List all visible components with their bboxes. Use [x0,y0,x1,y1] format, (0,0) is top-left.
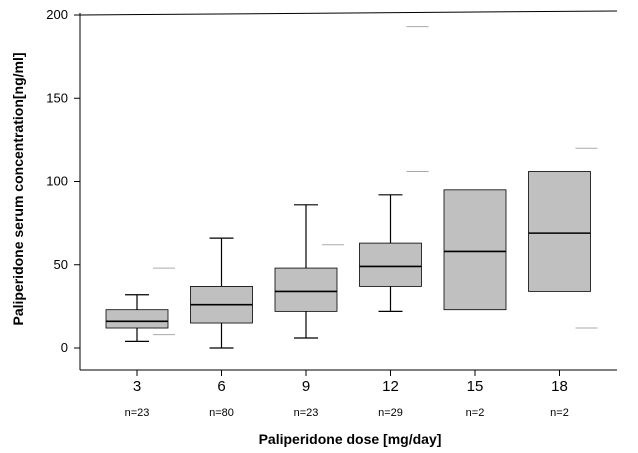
plot-frame [79,10,618,371]
box-group-15 [443,189,507,311]
y-tick-label: 150 [46,90,68,105]
x-tick-label: 3 [133,378,141,395]
sample-size-label: n=2 [550,407,569,419]
sample-size-label: n=23 [294,407,319,419]
box-iqr [359,242,422,287]
x-axis-title: Paliperidone dose [mg/day] [259,431,442,447]
x-tick-label: 12 [382,378,399,395]
x-tick-label: 9 [302,378,310,395]
box-group-12 [359,26,429,312]
y-axis-title: Paliperidone serum concentration[ng/ml] [10,52,26,325]
box-group-9 [274,204,344,339]
x-tick-label: 18 [551,378,568,395]
sample-size-label: n=80 [209,407,234,419]
y-tick-label: 0 [61,340,68,355]
x-tick-label: 15 [467,378,484,395]
sample-size-label: n=2 [466,407,485,419]
y-axis: 0 50 100 150 200 [46,7,80,355]
box-series [105,26,598,349]
top-border-line [79,10,618,16]
y-tick-label: 100 [46,174,68,189]
sample-size-label: n=23 [125,407,150,419]
box-group-6 [190,237,253,349]
x-tick-label: 6 [217,378,225,395]
box-iqr [443,189,507,311]
y-tick-label: 50 [54,257,68,272]
box-iqr [105,309,169,329]
x-axis: 3 n=23 6 n=80 9 n=23 12 n=29 15 n=2 18 n=2 [125,370,569,419]
box-group-18 [528,147,598,329]
y-tick-label: 200 [46,7,68,22]
box-iqr [274,267,338,312]
box-group-3 [105,267,175,342]
sample-size-label: n=29 [378,407,403,419]
box-iqr [528,171,591,292]
